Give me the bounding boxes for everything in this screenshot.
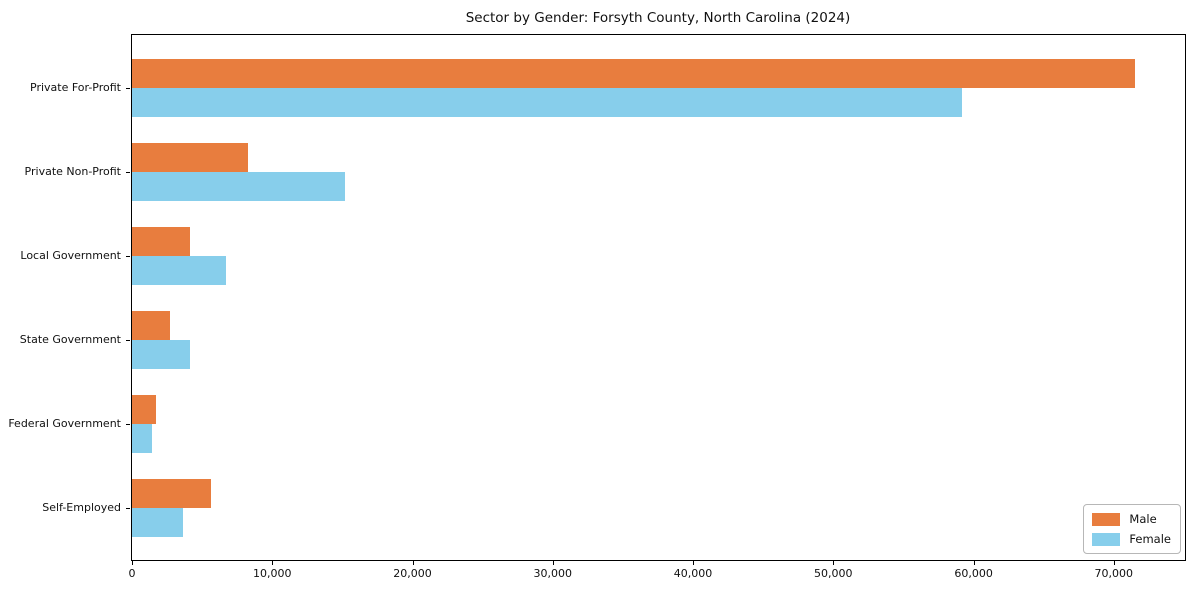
xtick-mark-20000 xyxy=(412,561,414,565)
bar-male-self-employed xyxy=(132,479,211,508)
legend-item-male: Male xyxy=(1092,512,1171,526)
ytick-label-private-non-profit: Private Non-Profit xyxy=(24,165,121,178)
ytick-mark-state-government xyxy=(126,340,130,342)
bar-male-federal-government xyxy=(132,395,156,424)
ytick-mark-local-government xyxy=(126,256,130,258)
ytick-label-local-government: Local Government xyxy=(20,249,121,262)
bar-male-state-government xyxy=(132,311,170,340)
xtick-label-0: 0 xyxy=(128,567,136,580)
bar-female-self-employed xyxy=(132,508,183,537)
bar-female-federal-government xyxy=(132,424,152,453)
legend-swatch-female xyxy=(1092,532,1121,546)
bar-male-private-non-profit xyxy=(132,143,249,172)
chart-title: Sector by Gender: Forsyth County, North … xyxy=(465,10,851,26)
xtick-label-60000: 60,000 xyxy=(954,567,993,580)
ytick-mark-federal-government xyxy=(126,424,130,426)
xtick-label-10000: 10,000 xyxy=(253,567,292,580)
ytick-mark-private-for-profit xyxy=(126,88,130,90)
bar-male-private-for-profit xyxy=(132,59,1135,88)
legend: Male Female xyxy=(1083,504,1181,554)
xtick-mark-0 xyxy=(132,561,134,565)
ytick-label-federal-government: Federal Government xyxy=(8,417,121,430)
xtick-label-40000: 40,000 xyxy=(673,567,713,580)
ytick-label-private-for-profit: Private For-Profit xyxy=(30,81,121,94)
ytick-label-state-government: State Government xyxy=(19,333,121,346)
xtick-mark-30000 xyxy=(552,561,554,565)
legend-label-male: Male xyxy=(1129,512,1157,526)
bar-male-local-government xyxy=(132,227,190,256)
ytick-mark-private-non-profit xyxy=(126,172,130,174)
xtick-label-70000: 70,000 xyxy=(1094,567,1134,580)
xtick-label-50000: 50,000 xyxy=(814,567,853,580)
xtick-mark-40000 xyxy=(693,561,695,565)
bar-female-private-non-profit xyxy=(132,172,346,201)
xtick-mark-60000 xyxy=(973,561,975,565)
xtick-mark-10000 xyxy=(272,561,274,565)
ytick-mark-self-employed xyxy=(126,508,130,510)
xtick-mark-70000 xyxy=(1113,561,1115,565)
bar-female-state-government xyxy=(132,340,190,369)
plot-area: Male Female xyxy=(131,34,1186,561)
xtick-mark-50000 xyxy=(833,561,835,565)
ytick-label-self-employed: Self-Employed xyxy=(42,501,121,514)
xtick-label-20000: 20,000 xyxy=(393,567,432,580)
bar-female-private-for-profit xyxy=(132,88,963,117)
legend-label-female: Female xyxy=(1129,532,1171,546)
bar-female-local-government xyxy=(132,256,226,285)
legend-swatch-male xyxy=(1092,512,1121,526)
legend-item-female: Female xyxy=(1092,532,1171,546)
xtick-label-30000: 30,000 xyxy=(533,567,573,580)
